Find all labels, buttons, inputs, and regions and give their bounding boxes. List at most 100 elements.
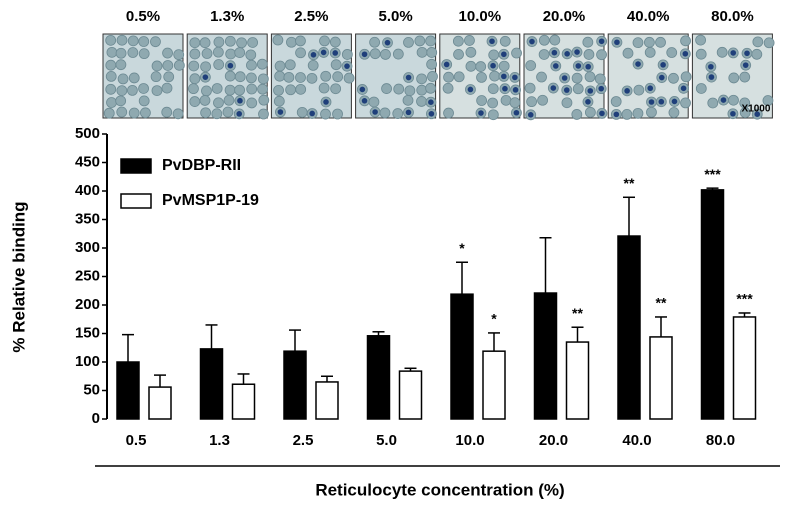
stained-cell [754, 111, 761, 117]
bar [732, 316, 757, 420]
cell [536, 71, 547, 83]
legend-label: PvMSP1P-19 [162, 192, 259, 209]
micrograph-label: 10.0% [459, 8, 502, 25]
cell [105, 34, 117, 46]
cell [695, 34, 707, 46]
cell [117, 73, 129, 85]
magnification: X1000 [741, 104, 770, 115]
cell [103, 107, 115, 119]
cell [319, 35, 330, 47]
x-tick-label: 0.5 [126, 432, 147, 449]
cell [173, 49, 185, 61]
y-tick-label: 250 [75, 267, 100, 284]
stained-cell [598, 38, 605, 45]
stained-cell [682, 50, 689, 57]
cell [286, 36, 297, 48]
cell [537, 94, 548, 106]
cell [509, 97, 521, 109]
cell [128, 72, 140, 84]
stained-cell [599, 110, 605, 117]
cell [695, 83, 707, 94]
x-tick-label: 2.5 [293, 432, 314, 449]
cell [199, 37, 211, 49]
bar [199, 348, 224, 420]
stained-cell [344, 63, 350, 69]
cell [425, 35, 437, 47]
cell [212, 46, 224, 58]
cell [666, 47, 678, 58]
cell [105, 70, 117, 82]
cell [680, 97, 691, 109]
stained-cell [624, 88, 630, 94]
cell [488, 49, 500, 61]
stained-cell [561, 75, 568, 81]
cell [285, 84, 297, 96]
cell [272, 34, 284, 46]
stained-cell [598, 85, 605, 92]
cell [258, 94, 270, 106]
cell [163, 71, 175, 83]
micrograph-label: 2.5% [294, 8, 328, 25]
cell [307, 59, 319, 71]
stained-cell [513, 109, 520, 116]
cell [511, 47, 522, 59]
stained-cell [237, 97, 243, 104]
stained-cell [585, 98, 591, 105]
cell [668, 72, 679, 84]
cell [632, 37, 644, 49]
cell [644, 47, 656, 58]
cell [453, 71, 465, 83]
cell [223, 94, 235, 106]
legend-swatch [120, 158, 152, 174]
cell [234, 71, 246, 83]
cell [188, 83, 199, 95]
cell [295, 35, 306, 47]
stained-cell [359, 86, 366, 93]
cell [200, 61, 212, 73]
cell [106, 97, 117, 108]
stained-cell [613, 111, 620, 118]
cell [329, 36, 341, 48]
cell [284, 59, 296, 71]
cell [475, 61, 487, 72]
cell [257, 83, 268, 95]
cell [173, 59, 185, 71]
cell [330, 83, 342, 95]
stained-cell [227, 62, 234, 69]
cell [739, 107, 751, 118]
cell [274, 60, 286, 72]
stained-cell [730, 110, 736, 117]
cell [655, 36, 666, 48]
stained-cell [647, 85, 654, 92]
y-tick-label: 350 [75, 210, 100, 227]
cell [162, 60, 174, 71]
cell [489, 70, 500, 82]
cell [427, 71, 438, 82]
stained-cell [658, 74, 665, 81]
cell [245, 49, 257, 61]
stained-cell [361, 97, 368, 104]
cell [728, 72, 740, 84]
stained-cell [512, 74, 518, 81]
cell [189, 37, 201, 49]
stained-cell [648, 99, 655, 105]
stained-cell [478, 110, 484, 116]
cell [127, 47, 139, 58]
stained-cell [585, 63, 592, 70]
cell [150, 36, 161, 48]
cell [318, 82, 330, 94]
stained-cell [527, 112, 534, 118]
cell [150, 71, 162, 83]
bar [533, 292, 558, 420]
stained-cell [564, 51, 570, 57]
cell [151, 85, 163, 97]
cell [379, 107, 391, 119]
cell [236, 37, 247, 49]
cell [273, 84, 284, 96]
cell [213, 36, 225, 48]
cell [246, 59, 257, 71]
micrograph-label: 80.0% [711, 8, 754, 25]
cell [571, 109, 583, 120]
bar [398, 370, 423, 420]
y-tick-label: 450 [75, 153, 100, 170]
